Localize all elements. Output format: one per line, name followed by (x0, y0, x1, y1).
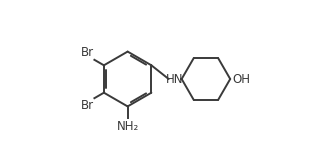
Text: OH: OH (232, 73, 250, 85)
Text: Br: Br (80, 99, 94, 112)
Text: NH₂: NH₂ (117, 120, 139, 133)
Text: Br: Br (80, 46, 94, 59)
Text: HN: HN (166, 73, 183, 85)
